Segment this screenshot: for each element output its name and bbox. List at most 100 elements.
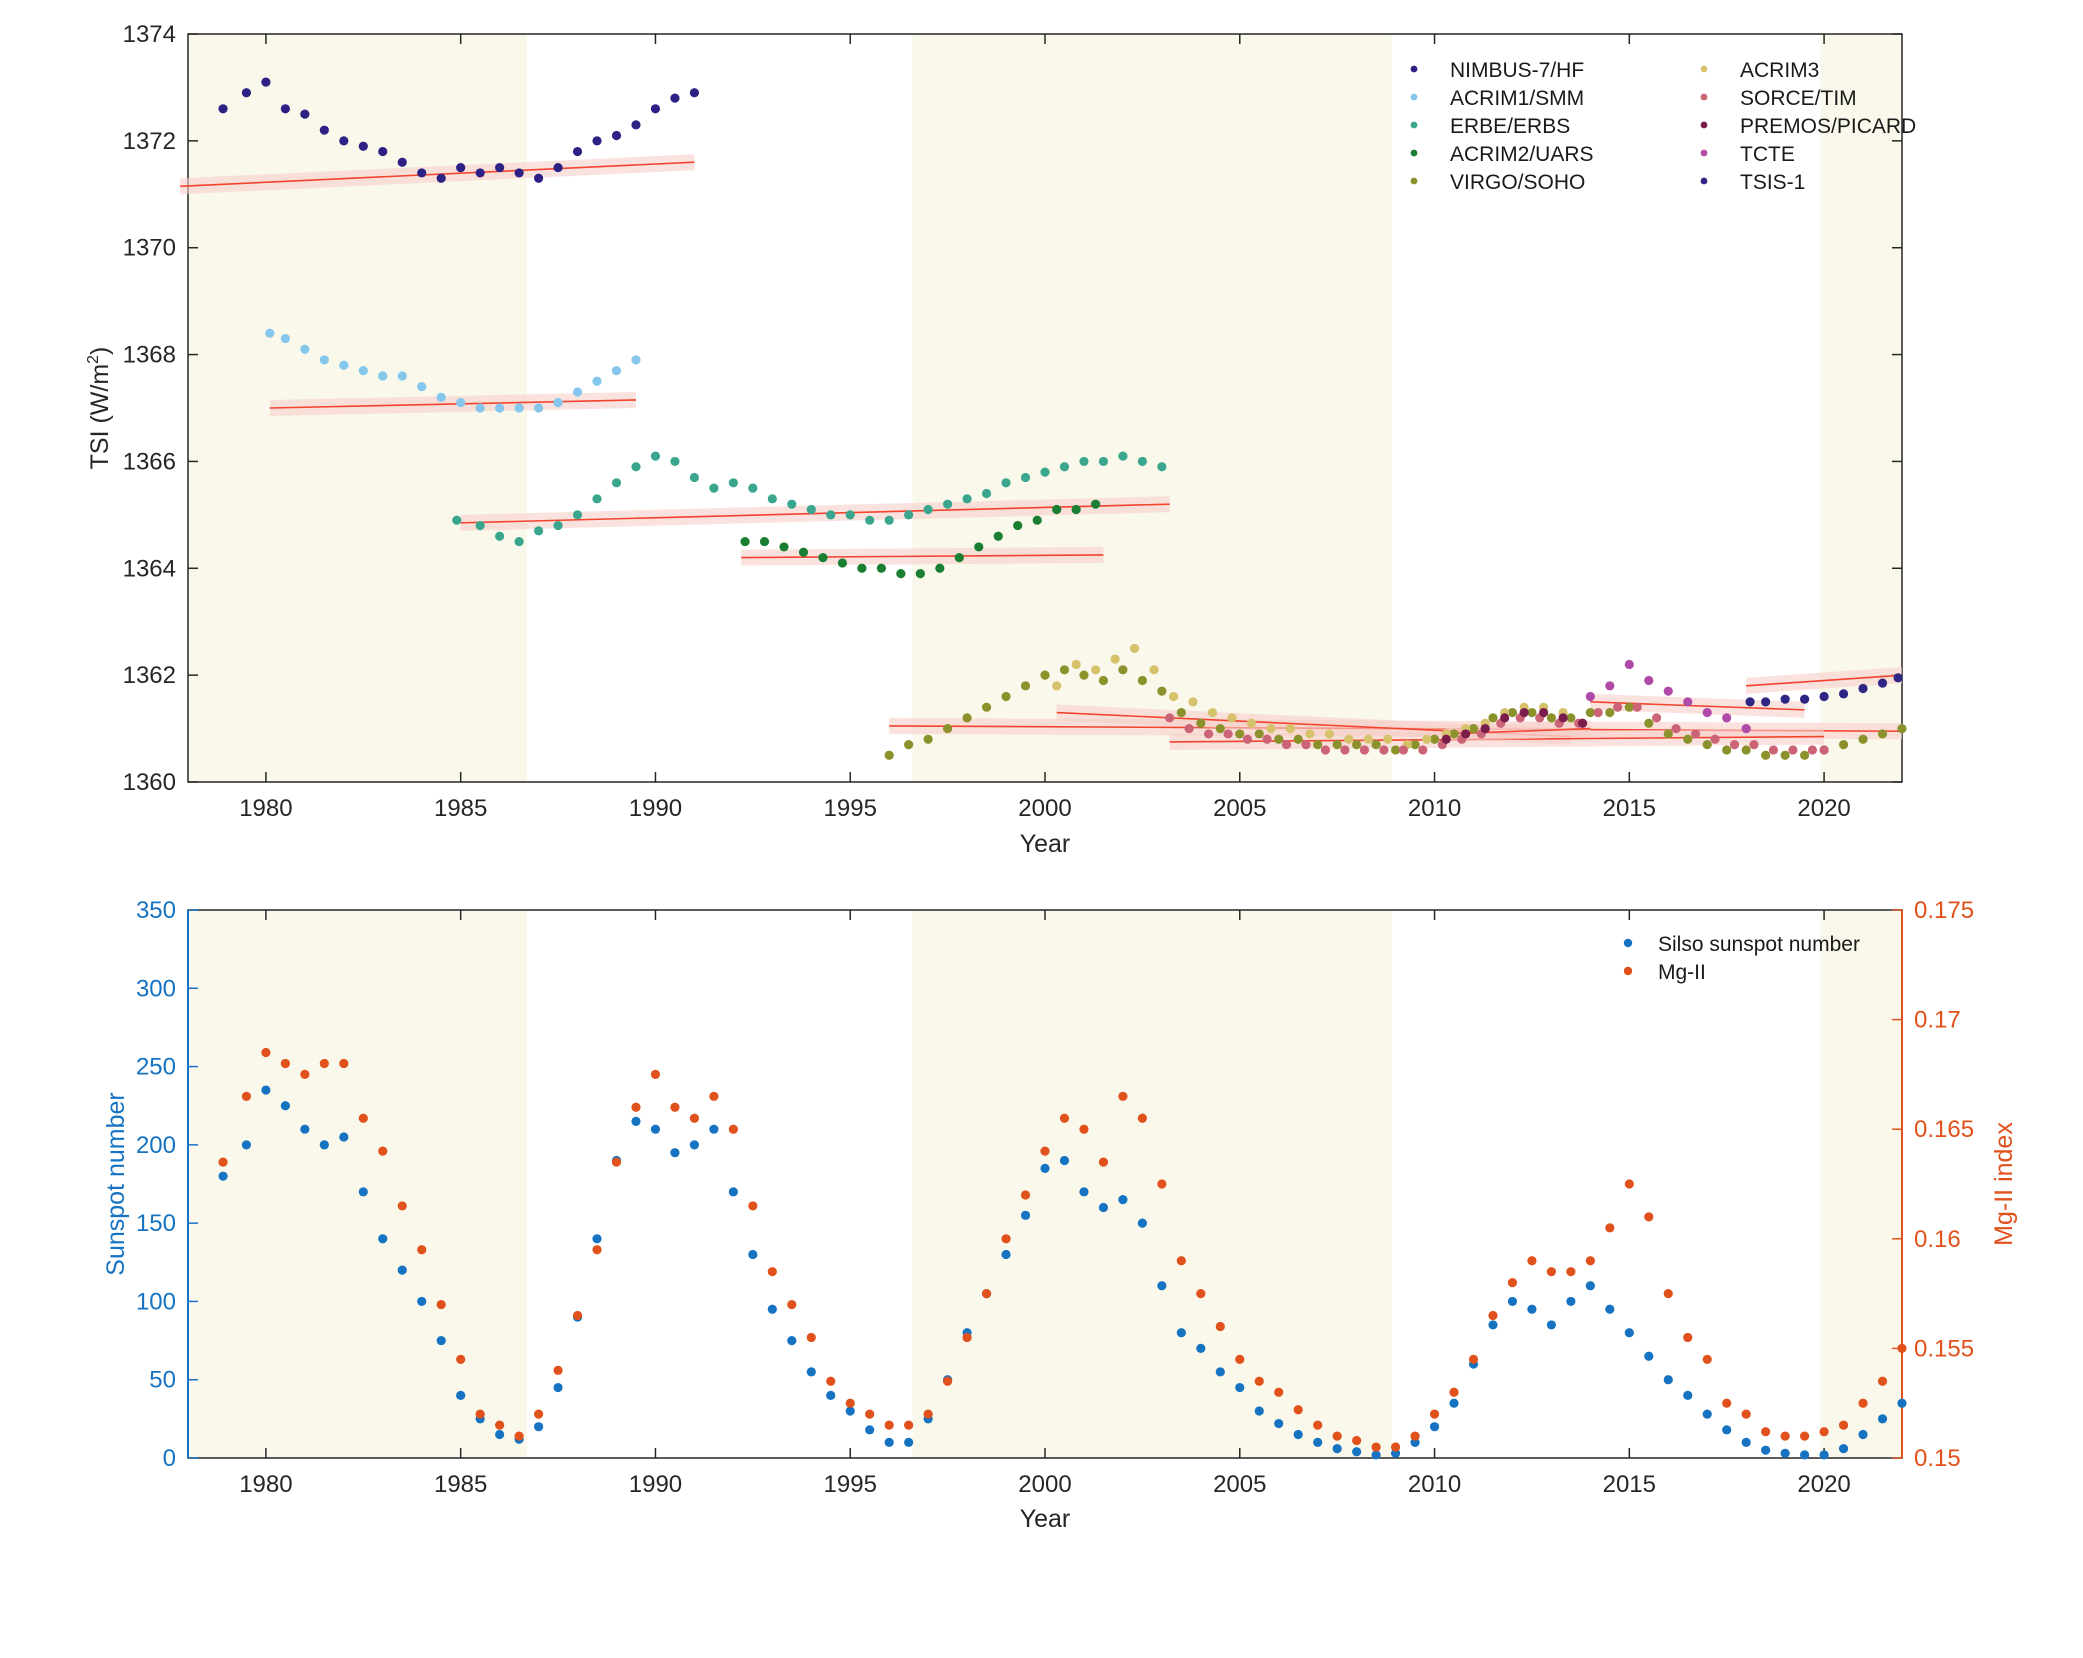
sunspot-point (241, 1140, 252, 1150)
mgii-point (1741, 1409, 1751, 1419)
tsi-point (592, 136, 602, 146)
sunspot-point (261, 1085, 271, 1095)
mgii-point (1332, 1431, 1342, 1441)
tsi-point (650, 104, 661, 114)
tsi-point (1340, 745, 1350, 755)
tsi-legend-label: TCTE (1740, 143, 1795, 166)
mgii-point (1605, 1223, 1615, 1233)
tsi-legend: NIMBUS-7/HF ACRIM1/SMM ERBE/ERBS ACRIM2/UAR… (1410, 59, 1916, 194)
tsi-point (826, 510, 836, 520)
mgii-point (1722, 1398, 1732, 1408)
mgii-point (1410, 1431, 1420, 1441)
tsi-point (981, 702, 992, 712)
tsi-point (954, 553, 964, 563)
tsi-point (1624, 659, 1634, 670)
tsi-point (884, 750, 894, 760)
tsi-point (1254, 729, 1264, 739)
tsi-point (417, 382, 427, 392)
mgii-point (436, 1299, 446, 1310)
sunspot-point (218, 1171, 228, 1181)
tsi-point (787, 499, 797, 509)
tsi-legend-marker (1700, 121, 1708, 129)
tsi-point (280, 333, 290, 344)
tsi-point (1293, 734, 1303, 744)
sunspot-point (1644, 1351, 1654, 1361)
tsi-point (1398, 745, 1408, 755)
tsi-point (1644, 718, 1654, 728)
tsi-point (456, 398, 466, 408)
sunspot-point (319, 1140, 329, 1150)
tsi-point (1305, 729, 1315, 739)
sunspot-point (884, 1437, 894, 1447)
mgii-point (533, 1409, 544, 1419)
sunspot-point (1585, 1281, 1595, 1291)
tsi-x-tick-label: 1980 (239, 795, 292, 822)
mgii-point (748, 1201, 758, 1211)
tsi-point (1585, 691, 1595, 702)
tsi-point (1359, 745, 1370, 755)
sunspot-point (787, 1335, 797, 1346)
tsi-point (1807, 745, 1818, 755)
tsi-point (1137, 456, 1147, 467)
tsi-x-axis-label: Year (1020, 830, 1071, 858)
tsi-point (806, 504, 816, 515)
mgii-point (1313, 1420, 1323, 1430)
tsi-tick-marks (188, 33, 1902, 783)
tsi-point (904, 740, 914, 750)
tsi-point (1441, 734, 1451, 744)
mgii-y-axis-label: Mg-II index (1990, 1122, 2018, 1246)
mgii-point (1683, 1332, 1693, 1343)
tsi-point (1745, 697, 1755, 707)
mgii-point (1020, 1190, 1031, 1200)
sunspot-point (767, 1304, 777, 1314)
tsi-trend-line (269, 399, 636, 409)
sunspot-y-tick-label: 300 (136, 975, 176, 1002)
mgii-point (1429, 1409, 1440, 1419)
mgii-point (826, 1376, 836, 1386)
tsi-point (943, 499, 953, 509)
tsi-point (631, 120, 641, 130)
tsi-x-tick-label: 1985 (434, 795, 487, 822)
tsi-point (1032, 515, 1042, 525)
tsi-point (1683, 697, 1693, 707)
tsi-point (1091, 499, 1101, 509)
tsi-point (495, 403, 505, 413)
tsi-trend-line (180, 161, 695, 188)
tsi-point (495, 531, 505, 541)
tsi-point (1344, 734, 1354, 744)
tsi-panel: 1980 1985 1990 1995 2000 2005 2010 2015 2020 136… (85, 21, 1916, 858)
tsi-point (631, 355, 641, 365)
activity-x-tick-label: 2005 (1213, 1471, 1266, 1498)
mgii-point (611, 1157, 622, 1167)
tsi-x-tick-label: 2000 (1018, 795, 1071, 822)
activity-x-tick-label: 1980 (239, 1471, 292, 1498)
sunspot-point (904, 1437, 914, 1447)
tsi-point (1383, 734, 1393, 744)
sunspot-point (1001, 1249, 1011, 1260)
activity-legend-label: Silso sunspot number (1658, 933, 1860, 956)
tsi-point (1165, 713, 1175, 723)
sunspot-y-tick-label: 0 (163, 1445, 176, 1472)
tsi-point (1274, 734, 1284, 744)
tsi-point (709, 483, 719, 493)
tsi-point (378, 371, 388, 381)
tsi-point (553, 398, 563, 408)
tsi-point (300, 109, 310, 119)
sunspot-point (1215, 1367, 1225, 1377)
tsi-point (1098, 675, 1109, 686)
sunspot-y-axis-label: Sunspot number (102, 1092, 130, 1275)
mgii-point (218, 1157, 228, 1167)
mgii-point (1800, 1431, 1810, 1441)
tsi-x-tick-label: 2010 (1408, 795, 1461, 822)
sunspot-point (1761, 1445, 1771, 1455)
tsi-point (759, 536, 770, 547)
sunspot-point (1313, 1437, 1323, 1447)
tsi-point (218, 104, 228, 114)
tsi-point (837, 558, 848, 568)
tsi-point (962, 494, 972, 504)
tsi-point (358, 141, 368, 151)
sunspot-point (1429, 1422, 1440, 1432)
tsi-point (572, 510, 583, 520)
tsi-point (1157, 462, 1167, 472)
sunspot-point (1741, 1437, 1751, 1447)
